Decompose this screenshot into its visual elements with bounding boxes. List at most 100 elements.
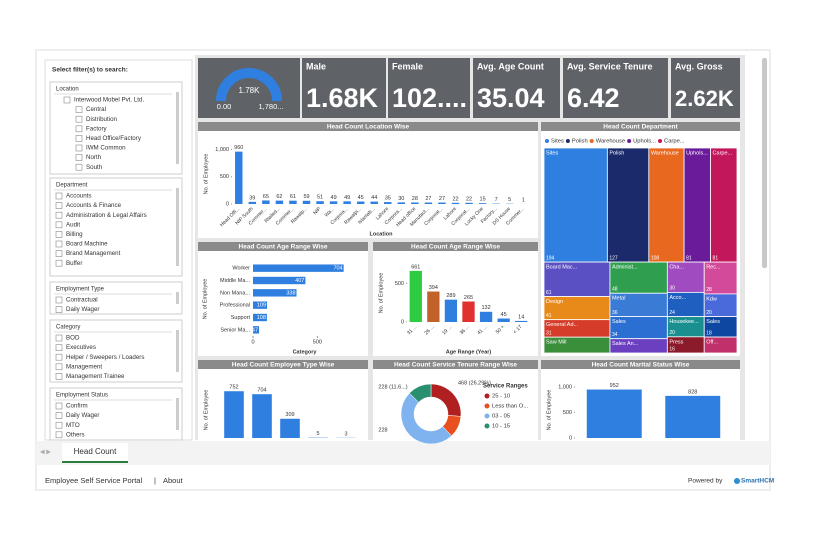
checkbox[interactable] <box>55 231 63 238</box>
filter-item[interactable]: Others <box>66 431 85 438</box>
checkbox[interactable] <box>55 412 63 419</box>
checkbox[interactable] <box>55 192 63 200</box>
checkbox[interactable] <box>75 135 83 142</box>
filter-item[interactable]: Daily Wager <box>66 412 99 419</box>
bar <box>384 202 392 204</box>
data-label: 828 <box>688 389 697 395</box>
filter-item[interactable]: MTO <box>66 422 80 429</box>
tile-label: Off... <box>706 340 718 346</box>
filter-item[interactable]: Confirm <box>66 403 88 410</box>
checkbox[interactable] <box>75 115 83 123</box>
bar <box>438 202 446 204</box>
y-axis-label: No. of Employee <box>546 390 552 431</box>
tile-label: Housekee... <box>669 319 699 325</box>
filter-item[interactable]: Daily Wager <box>66 306 99 313</box>
checkbox[interactable] <box>55 344 63 351</box>
filter-item[interactable]: Distribution <box>86 116 118 123</box>
x-tick-label: 50 + <box>495 324 506 335</box>
tile-label: Design <box>546 299 563 305</box>
x-axis-label: Age Range (Year) <box>446 349 492 355</box>
bar <box>424 202 433 204</box>
filter-item[interactable]: Executives <box>66 344 96 351</box>
bar <box>253 326 260 334</box>
filter-item[interactable]: Contractual <box>66 297 98 304</box>
checkbox[interactable] <box>55 202 63 209</box>
treemap-tile <box>543 261 611 297</box>
checkbox[interactable] <box>55 211 63 219</box>
filter-item[interactable]: Board Machine <box>66 241 108 248</box>
checkbox[interactable] <box>55 373 63 380</box>
checkbox[interactable] <box>55 363 63 371</box>
checkbox[interactable] <box>55 402 63 410</box>
footer-portal[interactable]: Employee Self Service Portal <box>45 476 142 485</box>
filter-item[interactable]: Helper / Sweepers / Loaders <box>66 354 144 361</box>
kpi-card <box>388 58 470 118</box>
data-label: 44 <box>371 195 377 201</box>
checkbox[interactable] <box>55 240 63 248</box>
kpi-card <box>302 58 386 118</box>
filter-item[interactable]: Accounts <box>66 193 91 200</box>
tile-label: Cha... <box>669 265 684 271</box>
chart-title: Head Count Location Wise <box>327 124 410 131</box>
checkbox[interactable] <box>55 296 63 304</box>
y-tick-label: Professional <box>220 303 250 309</box>
filter-item[interactable]: Audit <box>66 221 80 228</box>
filter-item[interactable]: Interwood Mobel Pvt. Ltd. <box>74 97 144 104</box>
checkbox[interactable] <box>55 353 63 361</box>
data-label: 15 <box>480 197 486 203</box>
legend-label: Carpe... <box>664 139 685 145</box>
tile-value: 30 <box>669 286 675 292</box>
tile-label: Administ... <box>612 265 638 271</box>
filter-item[interactable]: Billing <box>66 231 83 238</box>
footer-about[interactable]: About <box>163 476 184 485</box>
checkbox[interactable] <box>63 96 71 104</box>
checkbox[interactable] <box>55 334 63 342</box>
checkbox[interactable] <box>55 306 63 313</box>
bar <box>248 201 257 204</box>
filter-item[interactable]: Brand Management <box>66 250 121 257</box>
checkbox[interactable] <box>55 421 63 429</box>
checkbox[interactable] <box>55 431 63 439</box>
checkbox[interactable] <box>75 144 83 152</box>
filter-item[interactable]: Factory <box>86 125 108 132</box>
scrollbar[interactable] <box>762 58 767 268</box>
checkbox[interactable] <box>55 221 63 229</box>
data-label: 704 <box>257 388 266 394</box>
filter-item[interactable]: Buffer <box>66 260 82 267</box>
filter-item[interactable]: Accounts & Finance <box>66 202 122 209</box>
data-label: 132 <box>481 305 490 311</box>
checkbox[interactable] <box>55 250 63 257</box>
kpi-value: 1.68K <box>306 83 379 113</box>
checkbox[interactable] <box>75 106 83 113</box>
checkbox[interactable] <box>75 163 83 171</box>
filter-item[interactable]: Administration & Legal Affairs <box>66 212 147 219</box>
bar <box>280 418 300 438</box>
filter-item[interactable]: North <box>86 154 102 161</box>
bar <box>262 200 270 204</box>
treemap-tile <box>683 147 711 263</box>
filter-item[interactable]: BOD <box>66 335 80 342</box>
checkbox[interactable] <box>55 259 63 267</box>
filter-item[interactable]: Management <box>66 363 102 370</box>
filter-item[interactable]: IWM Common <box>86 145 126 152</box>
filter-item[interactable]: Head Office/Factory <box>86 135 142 142</box>
filter-item[interactable]: Management Trainee <box>66 373 125 380</box>
tile-value: 28 <box>706 287 712 293</box>
kpi-title: Female <box>392 61 423 71</box>
filter-item[interactable]: Central <box>86 106 106 113</box>
filter-scroll <box>176 92 179 164</box>
checkbox[interactable] <box>75 154 83 161</box>
filter-item[interactable]: South <box>86 164 103 171</box>
bar <box>497 318 510 322</box>
kpi-title: Male <box>306 61 326 71</box>
legend-label: Polish <box>572 139 588 145</box>
checkbox[interactable] <box>75 125 83 133</box>
data-label: 22 <box>466 196 472 202</box>
legend-swatch <box>589 139 594 143</box>
bar <box>253 301 268 309</box>
bar <box>253 289 297 297</box>
y-tick-label: 0 <box>401 319 404 325</box>
tab[interactable] <box>62 443 128 463</box>
tab-label[interactable]: Head Count <box>74 447 117 456</box>
filter-group-label: Category <box>56 325 80 331</box>
